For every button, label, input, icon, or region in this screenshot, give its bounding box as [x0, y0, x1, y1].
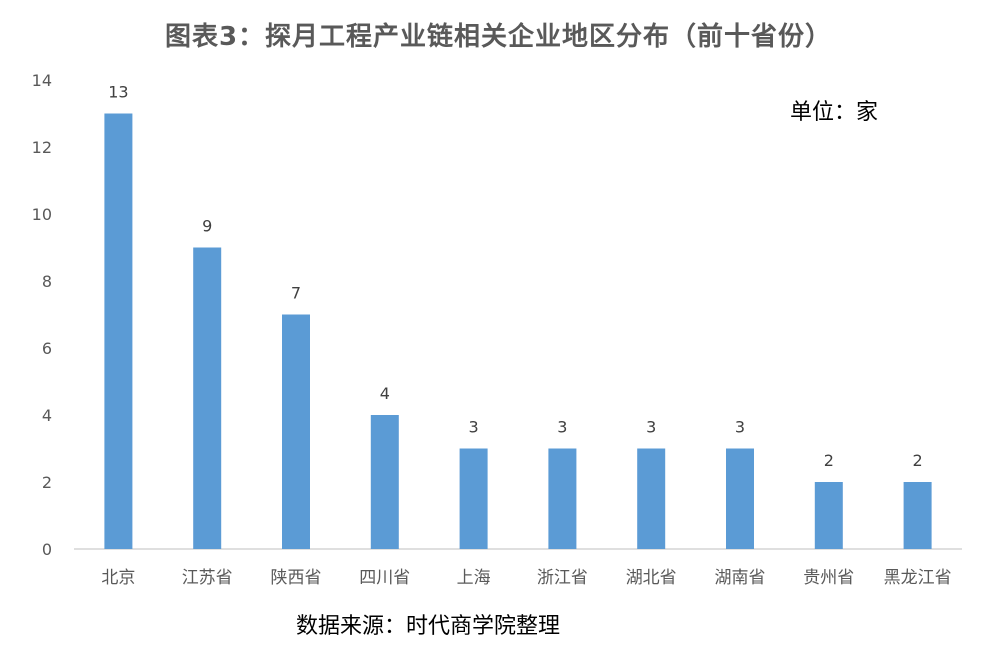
bar-8 [814, 482, 843, 549]
data-label: 13 [108, 83, 128, 102]
data-label: 3 [646, 418, 656, 437]
bars [104, 113, 932, 549]
data-label: 3 [735, 418, 745, 437]
data-label: 2 [913, 451, 923, 470]
x-tick-label: 四川省 [359, 568, 410, 588]
data-label: 3 [469, 418, 479, 437]
y-tick-label: 6 [42, 339, 52, 358]
data-labels: 13 9 7 4 3 3 3 3 2 2 [108, 83, 922, 471]
x-tick-label: 浙江省 [537, 568, 588, 588]
y-tick-label: 10 [32, 205, 52, 224]
x-tick-label: 陕西省 [271, 568, 322, 588]
unit-note: 单位：家 [790, 100, 879, 125]
bar-7 [726, 448, 754, 549]
y-tick-label: 4 [42, 406, 52, 425]
bar-2 [282, 314, 310, 549]
y-tick-label: 0 [42, 540, 52, 559]
data-label: 9 [202, 217, 212, 236]
y-tick-label: 8 [42, 272, 52, 291]
y-tick-label: 12 [32, 138, 52, 157]
data-label: 4 [380, 384, 390, 403]
x-tick-label: 北京 [101, 568, 135, 588]
y-tick-label: 14 [32, 71, 52, 90]
x-tick-label: 贵州省 [803, 568, 854, 588]
bar-1 [193, 247, 222, 549]
data-label: 3 [557, 418, 567, 437]
x-tick-label: 黑龙江省 [884, 568, 952, 588]
bar-0 [104, 113, 133, 549]
bar-4 [459, 448, 488, 549]
data-label: 7 [291, 284, 301, 303]
y-axis: 0 2 4 6 8 10 12 14 [32, 71, 52, 559]
bar-5 [548, 448, 577, 549]
x-axis-ticks: 北京 江苏省 陕西省 四川省 上海 浙江省 湖北省 湖南省 贵州省 黑龙江省 [101, 568, 951, 588]
source-note: 数据来源：时代商学院整理 [296, 614, 561, 639]
x-tick-label: 湖北省 [626, 568, 677, 588]
y-tick-label: 2 [42, 473, 52, 492]
chart-title: 图表3：探月工程产业链相关企业地区分布（前十省份） [164, 22, 833, 52]
x-tick-label: 江苏省 [182, 568, 233, 588]
x-tick-label: 上海 [457, 568, 491, 588]
data-label: 2 [824, 451, 834, 470]
x-tick-label: 湖南省 [715, 568, 766, 588]
bar-3 [370, 415, 399, 549]
bar-6 [637, 448, 666, 549]
bar-9 [903, 482, 932, 549]
